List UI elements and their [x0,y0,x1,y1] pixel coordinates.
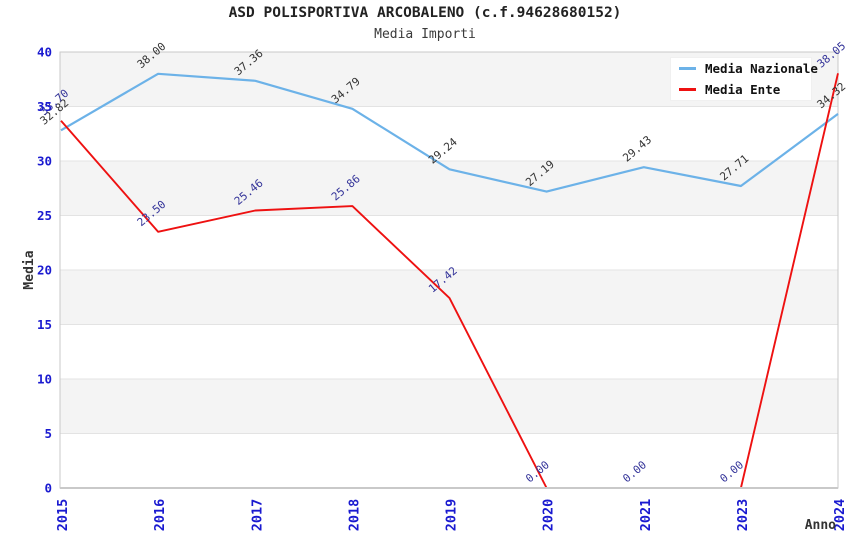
plot-band [60,106,838,161]
x-tick-label: 2015 [55,499,71,532]
y-tick-label: 5 [44,426,52,441]
x-tick-label: 2018 [346,499,362,532]
y-tick-label: 25 [37,208,52,223]
legend-label: Media Nazionale [705,61,818,76]
chart-subtitle: Media Importi [374,27,476,42]
y-tick-label: 10 [37,372,52,387]
x-tick-label: 2024 [832,499,848,532]
x-tick-label: 2021 [638,499,654,532]
x-tick-label: 2016 [152,499,168,532]
legend-label: Media Ente [705,82,781,97]
y-tick-label: 30 [37,154,52,169]
plot-band [60,379,838,434]
y-tick-label: 15 [37,317,52,332]
legend-swatch-line-icon [679,67,696,70]
y-tick-label: 20 [37,263,52,278]
legend-swatch-line-icon [679,88,696,91]
series-line-media-nazionale [60,72,839,193]
x-tick-label: 2019 [444,499,460,532]
x-tick-label: 2020 [541,499,557,532]
x-tick-label: 2023 [735,499,751,532]
y-tick-label: 40 [37,45,52,60]
y-axis-title: Media [22,250,37,289]
legend-item-media-ente: Media Ente [679,82,803,97]
legend-item-media-nazionale: Media Nazionale [679,61,818,76]
plot-bands [60,52,838,488]
y-tick-label: 35 [37,99,52,114]
y-tick-label: 0 [44,481,52,496]
x-tick-label: 2017 [249,499,265,532]
plot-band [60,215,838,270]
chart-title: ASD POLISPORTIVA ARCOBALENO (c.f.9462868… [228,5,622,21]
chart-legend: Media Nazionale Media Ente [670,57,818,101]
plot-band [60,433,838,488]
y-axis-tick-labels: 0 5 10 15 20 25 30 35 40 [37,45,52,496]
x-axis-title: Anno [805,518,836,533]
plot-band [60,324,838,379]
x-axis-tick-labels: 2015 2016 2017 2018 2019 2020 2021 2023 2024 [55,499,848,532]
